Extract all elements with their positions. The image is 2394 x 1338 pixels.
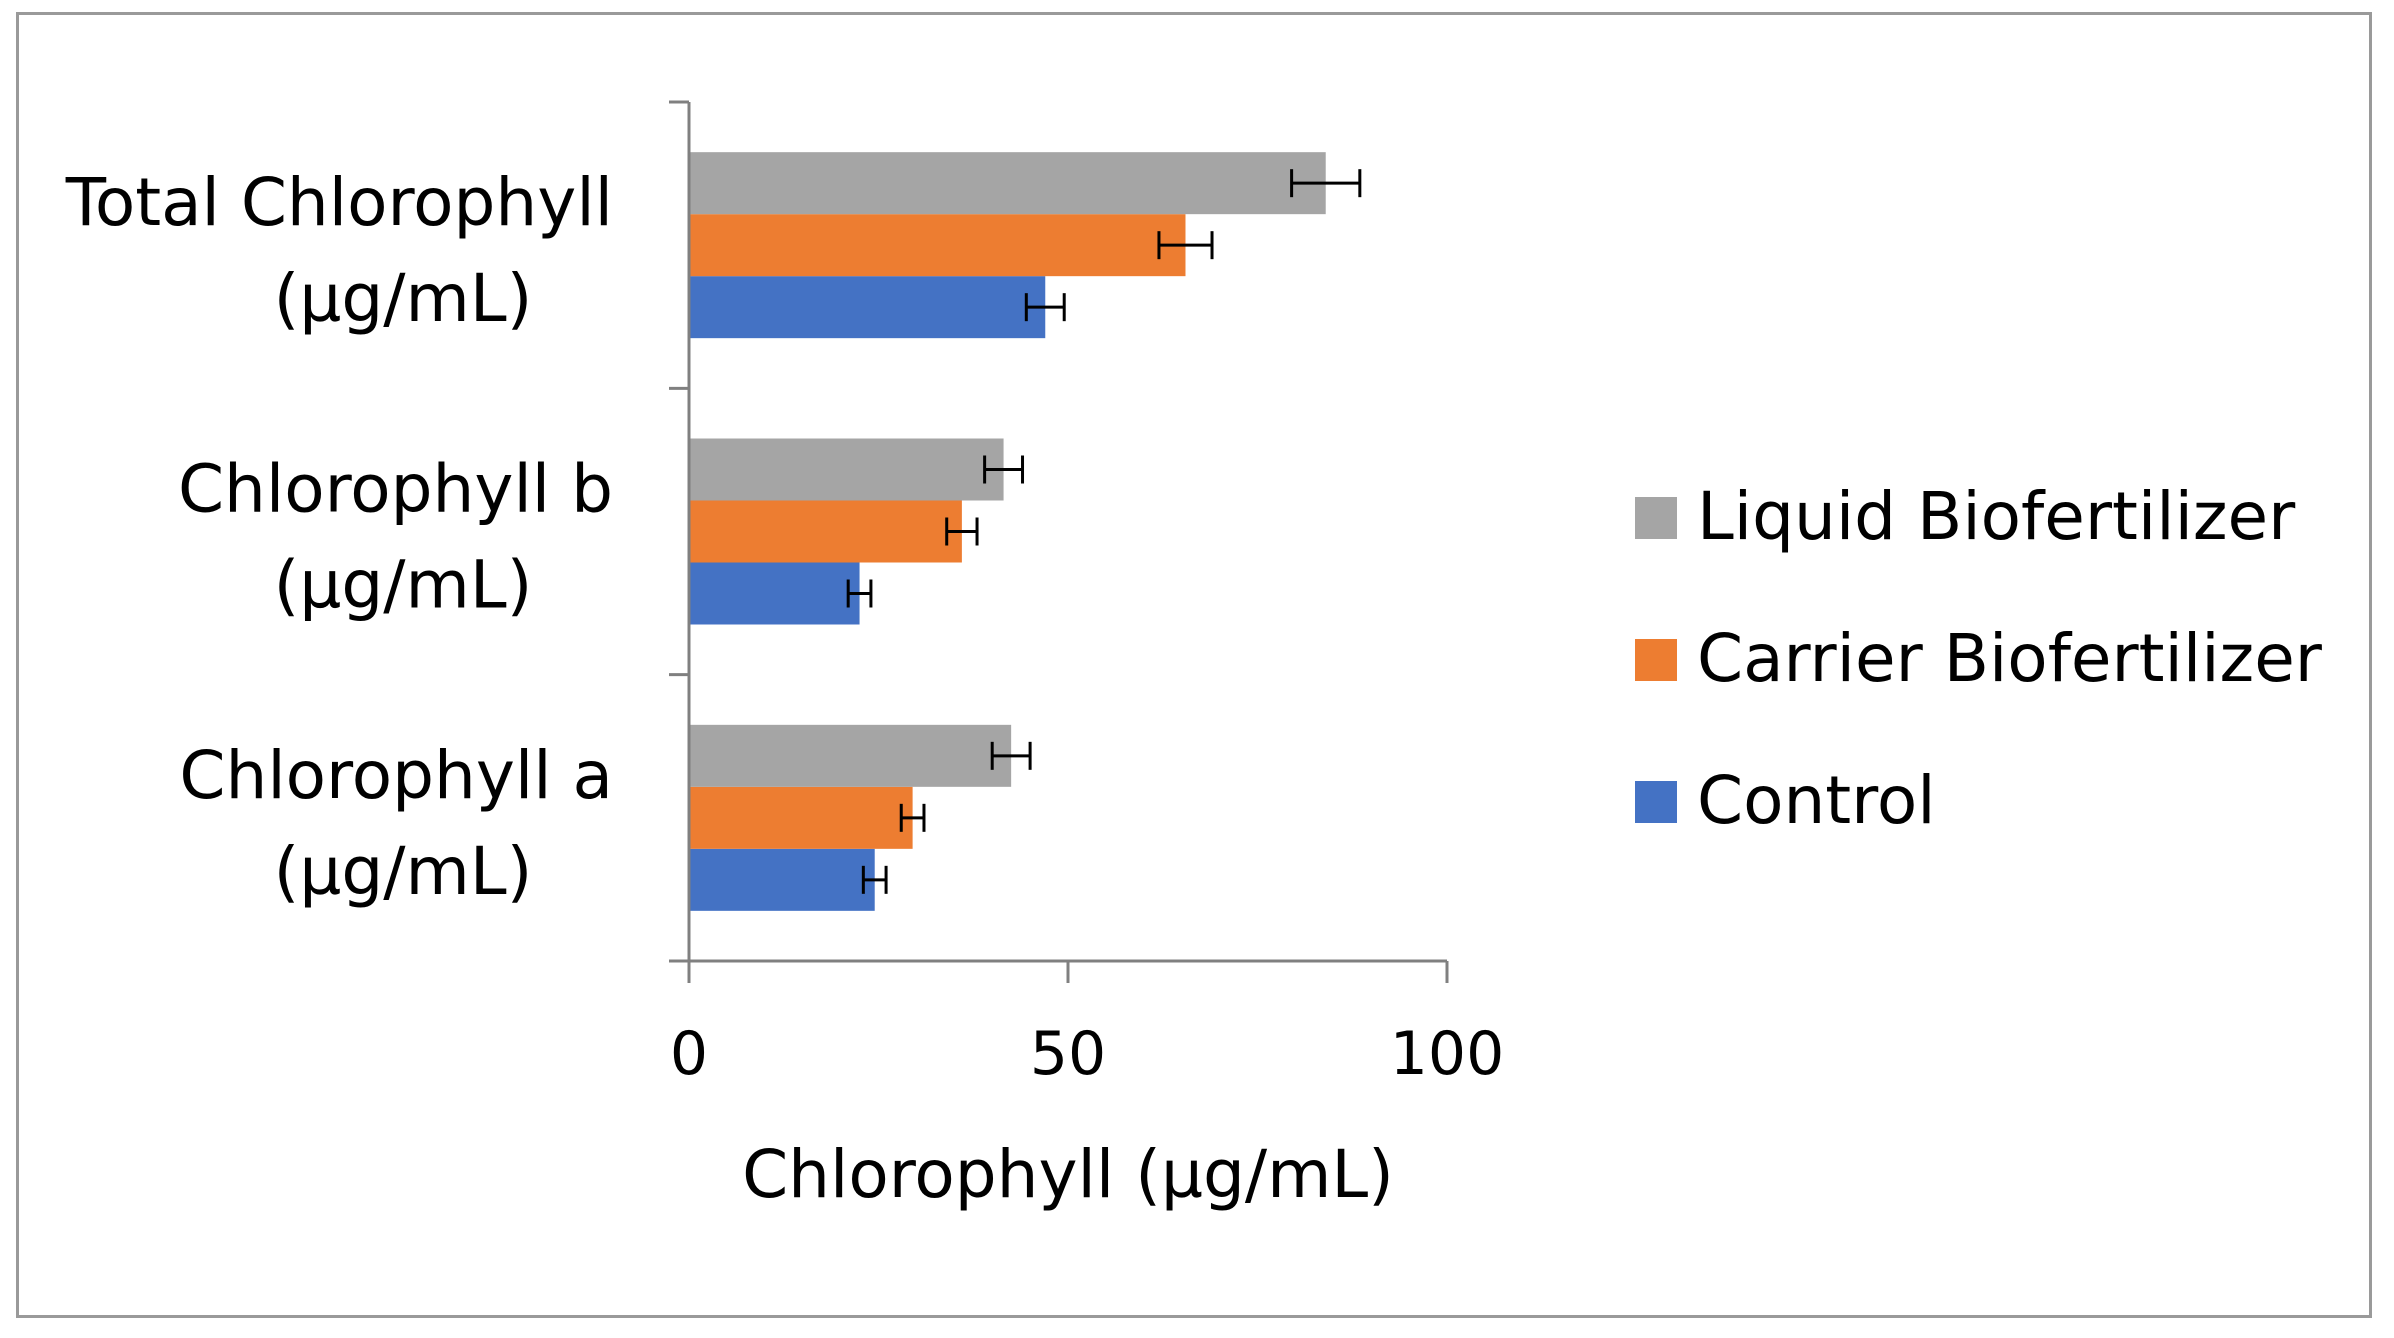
- bar-liquid-biofertilizer-2: [689, 152, 1326, 215]
- category-label-line1: Chlorophyll a: [179, 737, 613, 814]
- legend-label: Control: [1697, 762, 1936, 839]
- legend-swatch-control: [1635, 781, 1677, 823]
- chart-frame: Chlorophyll a (µg/mL) Chlorophyll b (µg/mL)…: [16, 12, 2372, 1318]
- bar-control-1: [689, 562, 860, 625]
- x-axis-title: Chlorophyll (µg/mL): [742, 1136, 1394, 1213]
- bar-control-0: [689, 848, 875, 911]
- bar-liquid-biofertilizer-1: [689, 438, 1004, 501]
- legend-label: Liquid Biofertilizer: [1697, 478, 2296, 555]
- category-label-line1: Chlorophyll b: [178, 451, 613, 528]
- legend-swatch-liquid-biofertilizer: [1635, 497, 1677, 539]
- x-tick-label: 50: [1030, 1019, 1106, 1089]
- chart-canvas: Chlorophyll a (µg/mL) Chlorophyll b (µg/mL)…: [65, 100, 2323, 1213]
- bar-carrier-biofertilizer-0: [689, 786, 913, 849]
- bar-liquid-biofertilizer-0: [689, 724, 1012, 787]
- legend-label: Carrier Biofertilizer: [1697, 620, 2323, 697]
- bar-control-2: [689, 276, 1046, 339]
- x-tick-label: 0: [670, 1019, 708, 1089]
- category-label-line1: Total Chlorophyll: [65, 164, 613, 241]
- bar-carrier-biofertilizer-2: [689, 214, 1186, 277]
- category-label-line2: (µg/mL): [274, 547, 533, 624]
- bar-carrier-biofertilizer-1: [689, 500, 962, 563]
- category-label-line2: (µg/mL): [274, 260, 533, 337]
- legend-swatch-carrier-biofertilizer: [1635, 639, 1677, 681]
- category-label-line2: (µg/mL): [274, 833, 533, 910]
- x-tick-label: 100: [1390, 1019, 1505, 1089]
